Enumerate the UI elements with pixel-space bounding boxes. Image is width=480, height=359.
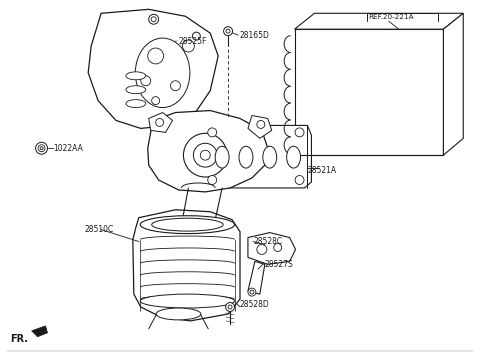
- Circle shape: [152, 97, 160, 104]
- Polygon shape: [295, 13, 463, 29]
- Ellipse shape: [263, 146, 276, 168]
- Circle shape: [248, 288, 256, 296]
- Circle shape: [257, 244, 267, 255]
- Text: 28510C: 28510C: [84, 225, 113, 234]
- Ellipse shape: [239, 146, 253, 168]
- Circle shape: [38, 145, 45, 152]
- Circle shape: [295, 128, 304, 137]
- Polygon shape: [444, 13, 463, 155]
- Circle shape: [141, 76, 151, 86]
- Ellipse shape: [156, 308, 201, 320]
- Ellipse shape: [140, 294, 235, 308]
- Text: FR.: FR.: [10, 334, 28, 344]
- Text: 28525F: 28525F: [179, 37, 207, 46]
- Circle shape: [170, 81, 180, 91]
- Polygon shape: [133, 210, 240, 321]
- Text: 1022AA: 1022AA: [53, 144, 84, 153]
- Polygon shape: [148, 111, 268, 192]
- Ellipse shape: [140, 216, 235, 234]
- Circle shape: [228, 305, 232, 309]
- Ellipse shape: [126, 72, 146, 80]
- Text: 28528D: 28528D: [240, 299, 270, 308]
- Circle shape: [40, 147, 43, 150]
- Circle shape: [183, 133, 227, 177]
- Circle shape: [257, 121, 265, 129]
- Circle shape: [295, 176, 304, 185]
- Circle shape: [200, 150, 210, 160]
- Polygon shape: [248, 261, 265, 294]
- Circle shape: [224, 27, 232, 36]
- Text: 28528C: 28528C: [254, 237, 283, 246]
- Circle shape: [36, 142, 48, 154]
- Polygon shape: [205, 125, 312, 188]
- Text: REF.20-221A: REF.20-221A: [368, 14, 414, 20]
- Circle shape: [250, 290, 254, 294]
- Polygon shape: [32, 326, 48, 337]
- Ellipse shape: [215, 146, 229, 168]
- Text: 28521A: 28521A: [308, 165, 336, 174]
- Circle shape: [226, 303, 235, 312]
- Text: 28527S: 28527S: [265, 260, 294, 269]
- Polygon shape: [295, 29, 444, 155]
- Circle shape: [151, 17, 156, 22]
- Circle shape: [193, 143, 217, 167]
- Circle shape: [208, 176, 216, 185]
- Ellipse shape: [126, 86, 146, 94]
- Polygon shape: [248, 233, 296, 264]
- Polygon shape: [88, 9, 218, 129]
- Circle shape: [208, 128, 216, 137]
- Polygon shape: [149, 112, 172, 132]
- Circle shape: [226, 29, 230, 33]
- Ellipse shape: [126, 100, 146, 108]
- Polygon shape: [248, 116, 272, 138]
- Circle shape: [148, 48, 164, 64]
- Ellipse shape: [287, 146, 300, 168]
- Ellipse shape: [135, 38, 190, 108]
- Circle shape: [149, 14, 158, 24]
- Text: 28165D: 28165D: [240, 31, 270, 39]
- Ellipse shape: [152, 218, 223, 231]
- Circle shape: [274, 243, 282, 251]
- Circle shape: [156, 118, 164, 126]
- Circle shape: [192, 32, 200, 40]
- Circle shape: [182, 40, 194, 52]
